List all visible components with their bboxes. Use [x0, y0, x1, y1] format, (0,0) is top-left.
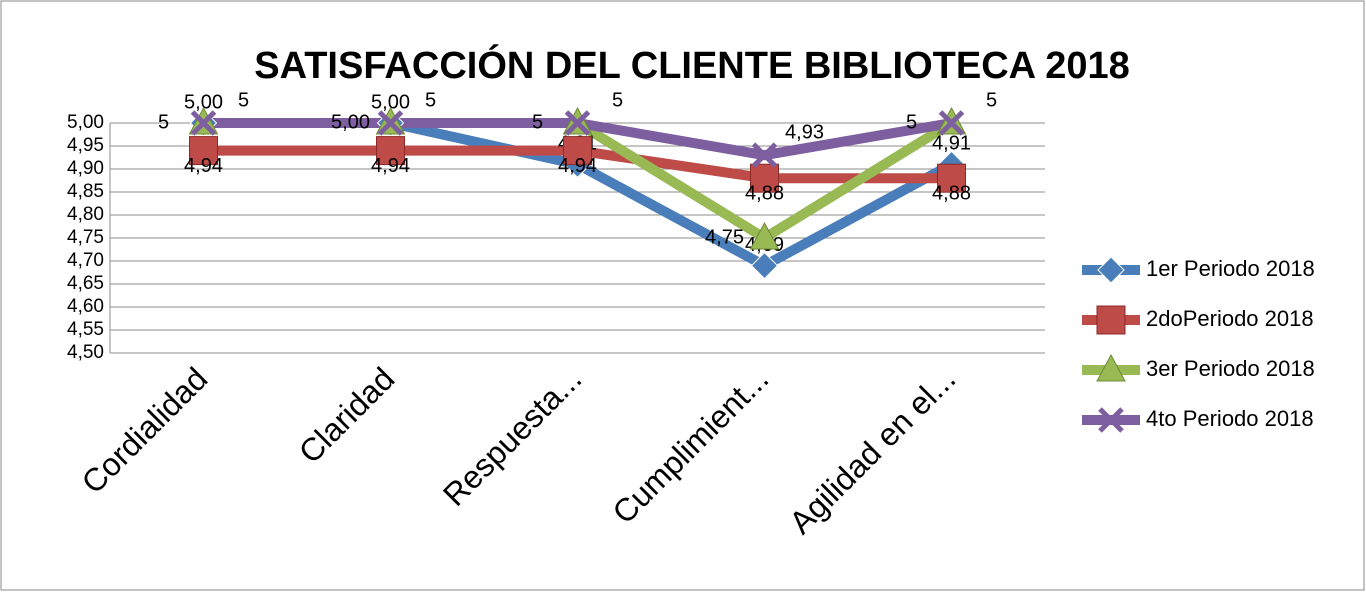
y-tick-label: 4,55 [67, 319, 104, 340]
data-point [377, 110, 404, 136]
data-label: 5,00 [331, 111, 370, 133]
data-label: 5 [986, 89, 997, 111]
data-label: 4,93 [785, 121, 824, 143]
data-point [563, 136, 592, 166]
data-point [189, 136, 218, 166]
data-label: 4,94 [558, 155, 597, 177]
y-tick-label: 4,95 [67, 135, 104, 156]
legend-label: 3er Periodo 2018 [1146, 356, 1315, 381]
data-point [751, 142, 778, 168]
data-point [938, 110, 965, 136]
y-tick-label: 4,80 [67, 204, 104, 225]
data-label: 5 [158, 111, 169, 133]
y-tick-label: 4,70 [67, 250, 104, 271]
data-point [564, 110, 591, 136]
legend-marker [1096, 353, 1126, 382]
y-tick-label: 4,90 [67, 158, 104, 179]
data-point [376, 136, 405, 166]
data-label: 4,94 [371, 155, 410, 177]
legend-label: 4to Periodo 2018 [1146, 406, 1314, 431]
legend-marker [1097, 256, 1125, 284]
chart-title: SATISFACCIÓN DEL CLIENTE BIBLIOTECA 2018 [254, 43, 1130, 87]
y-tick-label: 4,75 [67, 227, 104, 248]
data-label: 4,91 [932, 133, 971, 155]
y-tick-label: 4,65 [67, 273, 104, 294]
data-label: 5,00 [184, 91, 223, 113]
data-point [937, 163, 966, 193]
data-label: 4,88 [932, 182, 971, 204]
legend-label: 2doPeriodo 2018 [1146, 306, 1314, 331]
data-point [750, 163, 779, 193]
data-label: 5 [425, 89, 436, 111]
data-label: 4,75 [705, 226, 744, 248]
data-point [750, 251, 779, 280]
legend-marker [1096, 305, 1126, 335]
legend-marker [1098, 407, 1124, 433]
data-point [190, 110, 217, 136]
legend-label: 1er Periodo 2018 [1146, 256, 1315, 281]
data-label: 4,94 [184, 155, 223, 177]
data-point [749, 221, 780, 250]
data-label: 5,00 [371, 91, 410, 113]
data-label: 5 [532, 111, 543, 133]
y-tick-label: 5,00 [67, 112, 104, 133]
y-tick-label: 4,60 [67, 296, 104, 317]
y-tick-label: 4,50 [67, 342, 104, 363]
y-tick-label: 4,85 [67, 181, 104, 202]
data-label: 5 [238, 89, 249, 111]
data-label: 5 [612, 89, 623, 111]
data-label: 4,88 [745, 182, 784, 204]
data-label: 5 [906, 111, 917, 133]
